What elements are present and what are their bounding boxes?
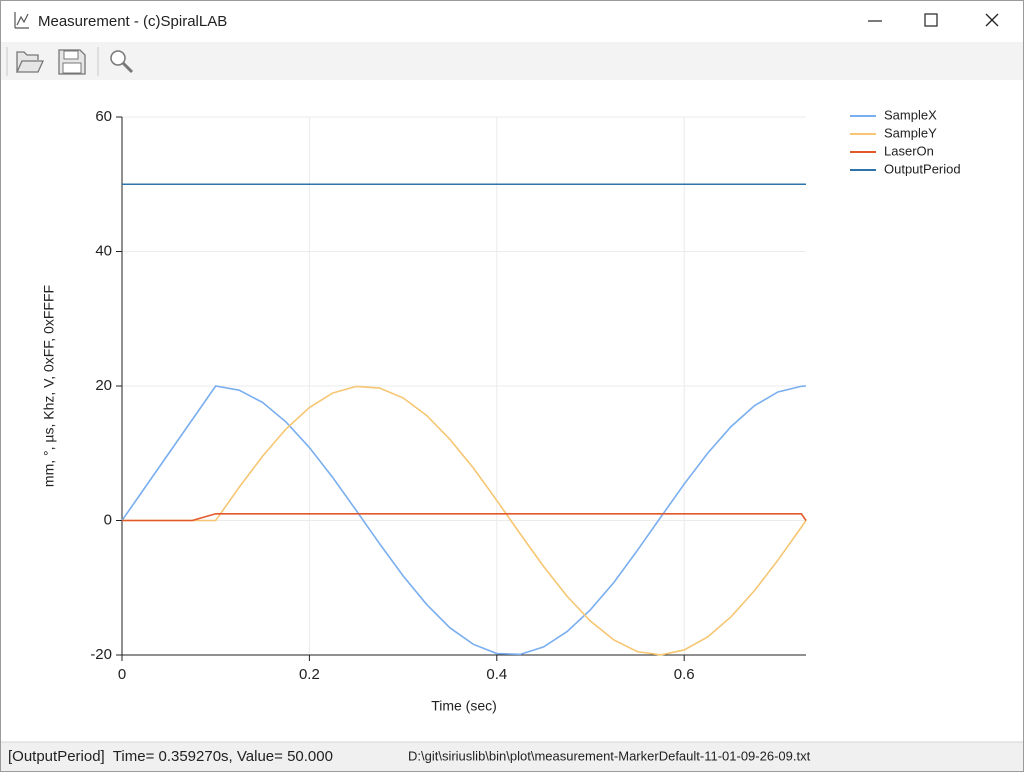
legend-label: OutputPeriod — [884, 161, 961, 176]
y-tick-label: 40 — [95, 242, 112, 259]
y-tick-label: 60 — [95, 108, 112, 125]
maximize-button[interactable] — [906, 2, 962, 40]
x-tick-label: 0.6 — [674, 666, 695, 683]
status-file: D:\git\siriuslib\bin\plot\measurement-Ma… — [408, 748, 811, 763]
y-tick-label: 20 — [95, 377, 112, 394]
toolbar — [1, 42, 1023, 80]
legend-label: SampleY — [884, 125, 937, 140]
legend-label: LaserOn — [884, 143, 934, 158]
x-tick-label: 0 — [118, 666, 126, 683]
y-axis-label: mm, °, µs, Khz, V, 0xFF, 0xFFFF — [41, 285, 57, 487]
y-tick-label: 0 — [104, 511, 112, 528]
title-icon — [14, 12, 29, 29]
legend-label: SampleX — [884, 107, 937, 122]
open-button[interactable] — [12, 45, 46, 77]
x-tick-label: 0.2 — [299, 666, 320, 683]
close-button[interactable] — [962, 2, 1022, 40]
status-message: [OutputPeriod] Time= 0.359270s, Value= 5… — [8, 748, 333, 765]
series-line — [122, 385, 807, 656]
window-title: Measurement - (c)SpiralLAB — [38, 13, 227, 30]
y-tick-label: -20 — [90, 646, 112, 663]
minimize-button[interactable] — [850, 2, 906, 40]
zoom-button[interactable] — [104, 45, 138, 77]
series-line — [121, 385, 807, 656]
save-button[interactable] — [54, 45, 88, 77]
series-line — [122, 512, 807, 522]
x-tick-label: 0.4 — [486, 666, 507, 683]
x-axis-label: Time (sec) — [431, 698, 497, 714]
chart: -20 0 20 40 60 0 0.2 0.4 0.6 Time (sec) mm, °, µs,… — [41, 107, 961, 713]
status-bar — [1, 742, 1023, 771]
